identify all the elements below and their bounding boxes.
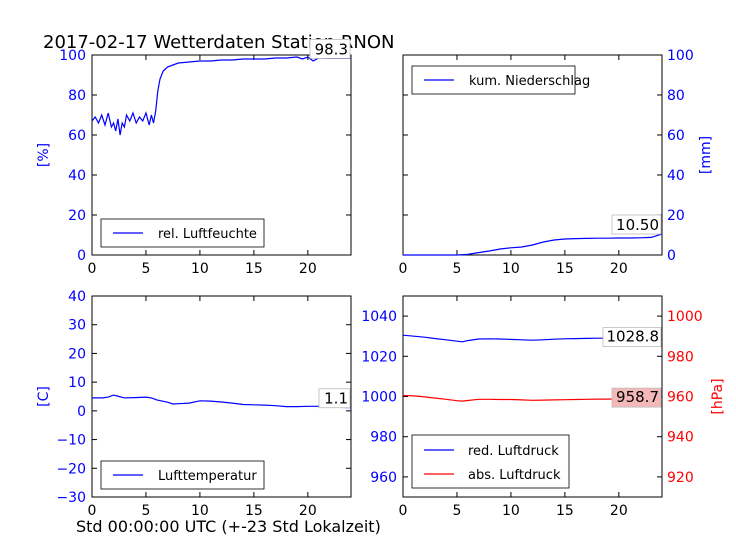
x-tick-label: 20 — [299, 503, 317, 519]
legend-label: rel. Luftfeuchte — [158, 227, 257, 242]
panel-bottom-right: 0 5 10 15 20 960 980 1000 1020 1040 920 940 960 980 10… — [361, 295, 726, 519]
x-tick-label: 10 — [191, 503, 209, 519]
y-tick-label: 20 — [667, 208, 685, 224]
legend-label: red. Luftdruck — [468, 444, 559, 459]
y-tick-label: 20 — [68, 208, 86, 224]
legend-label: Lufttemperatur — [158, 469, 257, 484]
value-label-box — [309, 39, 351, 59]
legend: rel. Luftfeuchte — [100, 218, 265, 248]
legend: kum. Niederschlag — [411, 65, 590, 95]
series-line — [403, 233, 663, 256]
y-tick-label-left: 980 — [370, 430, 397, 446]
value-label-box — [611, 214, 662, 235]
y-tick-label: −10 — [56, 433, 86, 449]
y-tick-label-left: 960 — [370, 470, 397, 486]
y-tick-label: 0 — [77, 404, 86, 420]
x-tick-label: 15 — [245, 503, 263, 519]
y-tick-label: 10 — [68, 375, 86, 391]
series-line — [92, 394, 352, 409]
x-tick-label: 5 — [141, 261, 150, 277]
y-tick-label-left: 1000 — [361, 390, 397, 406]
value-label-box — [602, 327, 662, 348]
x-tick-label: 0 — [399, 261, 408, 277]
y-tick-label-left: 1040 — [361, 309, 397, 325]
x-tick-label: 20 — [299, 261, 317, 277]
x-tick-label: 5 — [141, 503, 150, 519]
legend: red. Luftdruck abs. Luftdruck — [411, 434, 570, 489]
y-tick-label: 30 — [68, 318, 86, 334]
legend-label: abs. Luftdruck — [468, 468, 561, 483]
panel-top-right: 0 5 10 15 20 0 20 40 60 80 100 [mm] 10.50 kum. Nieder… — [399, 48, 714, 277]
legend-label: kum. Niederschlag — [469, 74, 590, 89]
y-tick-label: −30 — [56, 490, 86, 506]
legend: Lufttemperatur — [100, 460, 265, 490]
y-tick-label: 40 — [667, 168, 685, 184]
y-tick-label-left: 1020 — [361, 349, 397, 365]
y-tick-label: 60 — [667, 128, 685, 144]
y-tick-label: 80 — [68, 88, 86, 104]
footer-xlabel: Std 00:00:00 UTC (+-23 Std Lokalzeit) — [76, 517, 381, 536]
y-tick-label: 0 — [77, 248, 86, 264]
y-tick-label-right: 940 — [667, 430, 694, 446]
y-tick-label: 100 — [59, 48, 86, 64]
y-axis-label: [%] — [36, 143, 52, 167]
figure-title: 2017-02-17 Wetterdaten Station RNON — [43, 32, 394, 53]
y-tick-label: 40 — [68, 289, 86, 305]
value-label: 10.50 — [616, 216, 659, 234]
x-tick-label: 0 — [88, 503, 97, 519]
y-axis-label: [C] — [36, 386, 52, 407]
y-axis-label: [mm] — [698, 136, 714, 174]
x-tick-label: 10 — [502, 261, 520, 277]
legend-frame — [411, 434, 570, 489]
panel-bottom-left: 0 5 10 15 20 −30 −20 −10 0 10 20 30 40 [C] 1.1 Lufttemp… — [36, 289, 352, 519]
x-tick-label: 0 — [88, 261, 97, 277]
x-tick-label: 5 — [452, 261, 461, 277]
value-label: 958.7 — [616, 388, 659, 406]
y-tick-label: 40 — [68, 168, 86, 184]
x-tick-label: 15 — [556, 503, 574, 519]
legend-frame — [100, 460, 265, 490]
y-tick-label-right: 980 — [667, 349, 694, 365]
y-tick-label: 60 — [68, 128, 86, 144]
value-label: 98.3 — [315, 40, 348, 58]
y-axis-label: [hPa] — [710, 378, 726, 414]
x-tick-label: 15 — [245, 261, 263, 277]
y-tick-label: 0 — [667, 248, 676, 264]
panel-top-left: 0 5 10 15 20 0 20 40 60 80 100 [%] 98.3 rel. Luftfeuc… — [36, 39, 352, 277]
value-label: 1.1 — [324, 390, 348, 408]
x-tick-label: 20 — [610, 261, 628, 277]
y-tick-label: 100 — [667, 48, 694, 64]
series-line — [91, 56, 351, 136]
y-tick-label-right: 1000 — [667, 309, 703, 325]
x-tick-label: 20 — [610, 503, 628, 519]
y-tick-label: 20 — [68, 346, 86, 362]
value-label: 1028.8 — [607, 328, 660, 346]
y-tick-label: 80 — [667, 88, 685, 104]
x-tick-label: 10 — [502, 503, 520, 519]
x-tick-label: 0 — [399, 503, 408, 519]
value-label-box — [611, 387, 662, 408]
y-tick-label-right: 920 — [667, 470, 694, 486]
value-label-box — [318, 388, 351, 409]
x-tick-label: 15 — [556, 261, 574, 277]
x-tick-label: 10 — [191, 261, 209, 277]
y-tick-label-right: 960 — [667, 390, 694, 406]
x-tick-label: 5 — [452, 503, 461, 519]
y-tick-label: −20 — [56, 461, 86, 477]
